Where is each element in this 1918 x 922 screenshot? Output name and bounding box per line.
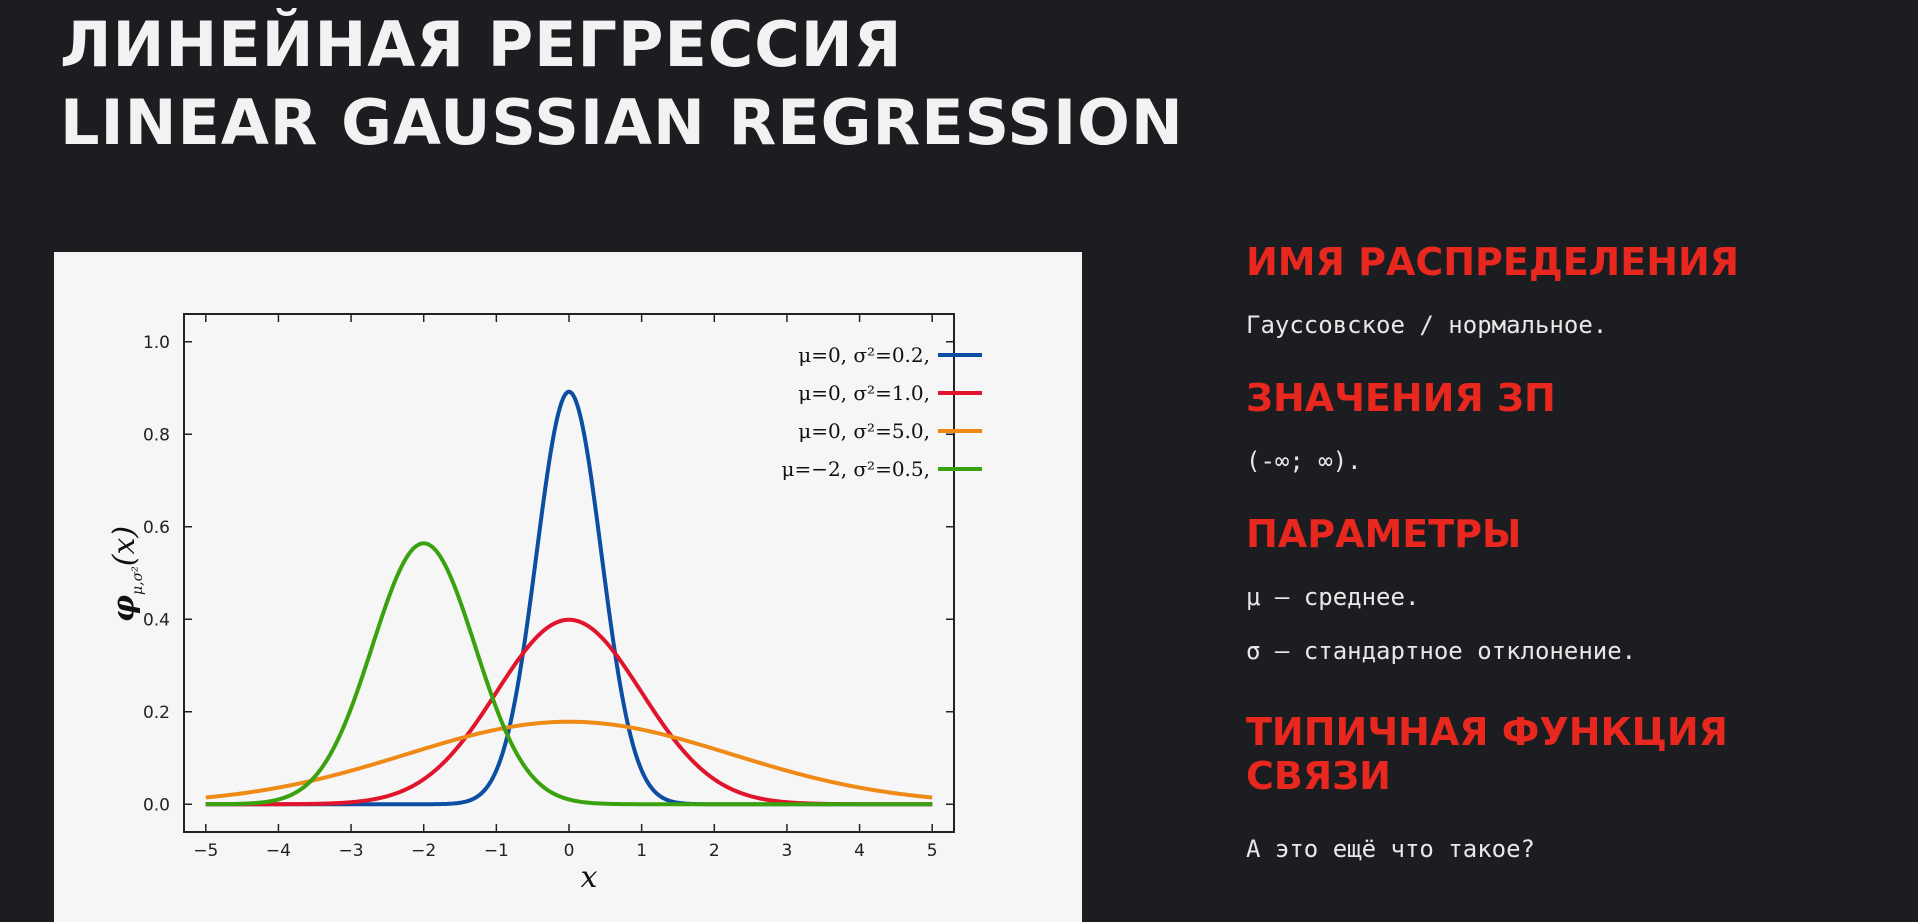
series-curve-3	[205, 719, 933, 800]
x-tick-label: −2	[411, 841, 436, 861]
series-curves	[205, 389, 933, 807]
x-axis-ticks: −5 −4 −3 −2 −1 0 1 2 3 4 5	[193, 314, 938, 861]
x-tick-label: −5	[193, 841, 218, 861]
slide-title: ЛИНЕЙНАЯ РЕГРЕССИЯ LINEAR GAUSSIAN REGRE…	[60, 6, 1184, 162]
y-tick-label: 0.6	[143, 518, 170, 538]
x-tick-label: −4	[266, 841, 291, 861]
series-curve-1	[205, 389, 933, 807]
y-axis-label-subscript: μ,σ²	[130, 566, 146, 595]
values-heading: ЗНАЧЕНИЯ ЗП	[1246, 376, 1556, 420]
normal-distribution-chart: 0.0 0.2 0.4 0.6 0.8 1.0 −5 −4 −3 −2 −1 0 1 2 3 4 5 μ=0,…	[107, 313, 982, 895]
legend-label-4: μ=−2, σ²=0.5,	[781, 457, 930, 481]
y-tick-label: 0.2	[143, 703, 170, 723]
x-tick-label: −3	[339, 841, 364, 861]
x-tick-label: 3	[782, 841, 793, 861]
x-tick-label: 1	[636, 841, 647, 861]
title-line-english: LINEAR GAUSSIAN REGRESSION	[60, 86, 1184, 159]
svg-text:φμ,σ²(x): φμ,σ²(x)	[107, 526, 146, 622]
link-function-heading-line2: СВЯЗИ	[1246, 754, 1391, 798]
y-tick-label: 0.4	[143, 610, 170, 630]
link-function-text: А это ещё что такое?	[1246, 835, 1535, 863]
legend-label-1: μ=0, σ²=0.2,	[798, 343, 930, 367]
y-axis-label-symbol: φ	[107, 595, 142, 622]
parameters-heading: ПАРАМЕТРЫ	[1246, 512, 1522, 556]
x-tick-label: −1	[484, 841, 509, 861]
chart-card: 0.0 0.2 0.4 0.6 0.8 1.0 −5 −4 −3 −2 −1 0 1 2 3 4 5 μ=0,…	[54, 252, 1082, 922]
distribution-name-text: Гауссовское / нормальное.	[1246, 311, 1608, 339]
link-function-heading-line1: ТИПИЧНАЯ ФУНКЦИЯ	[1246, 710, 1728, 754]
x-tick-label: 0	[564, 841, 575, 861]
parameter-mu-text: μ – среднее.	[1246, 583, 1420, 611]
y-tick-label: 1.0	[143, 333, 170, 353]
y-tick-label: 0.8	[143, 425, 170, 445]
title-line-russian: ЛИНЕЙНАЯ РЕГРЕССИЯ	[60, 8, 903, 81]
link-function-heading: ТИПИЧНАЯ ФУНКЦИЯ СВЯЗИ	[1246, 710, 1886, 798]
y-tick-label: 0.0	[143, 795, 170, 815]
x-tick-label: 5	[927, 841, 938, 861]
y-axis-ticks: 0.0 0.2 0.4 0.6 0.8 1.0	[143, 333, 954, 815]
x-tick-label: 4	[854, 841, 865, 861]
distribution-name-heading: ИМЯ РАСПРЕДЕЛЕНИЯ	[1246, 240, 1740, 284]
series-curve-4	[205, 541, 933, 807]
legend: μ=0, σ²=0.2, μ=0, σ²=1.0, μ=0, σ²=5.0, μ=−2…	[781, 343, 982, 481]
legend-label-3: μ=0, σ²=5.0,	[798, 419, 930, 443]
info-panel: ИМЯ РАСПРЕДЕЛЕНИЯ Гауссовское / нормальн…	[1246, 240, 1886, 864]
y-axis-label: φμ,σ²(x)	[107, 526, 146, 622]
parameter-sigma-text: σ – стандартное отклонение.	[1246, 637, 1637, 665]
legend-label-2: μ=0, σ²=1.0,	[798, 381, 930, 405]
values-text: (-∞; ∞).	[1246, 447, 1362, 475]
y-axis-label-argument: (x)	[107, 526, 142, 566]
x-axis-label: x	[581, 860, 598, 895]
x-tick-label: 2	[709, 841, 720, 861]
